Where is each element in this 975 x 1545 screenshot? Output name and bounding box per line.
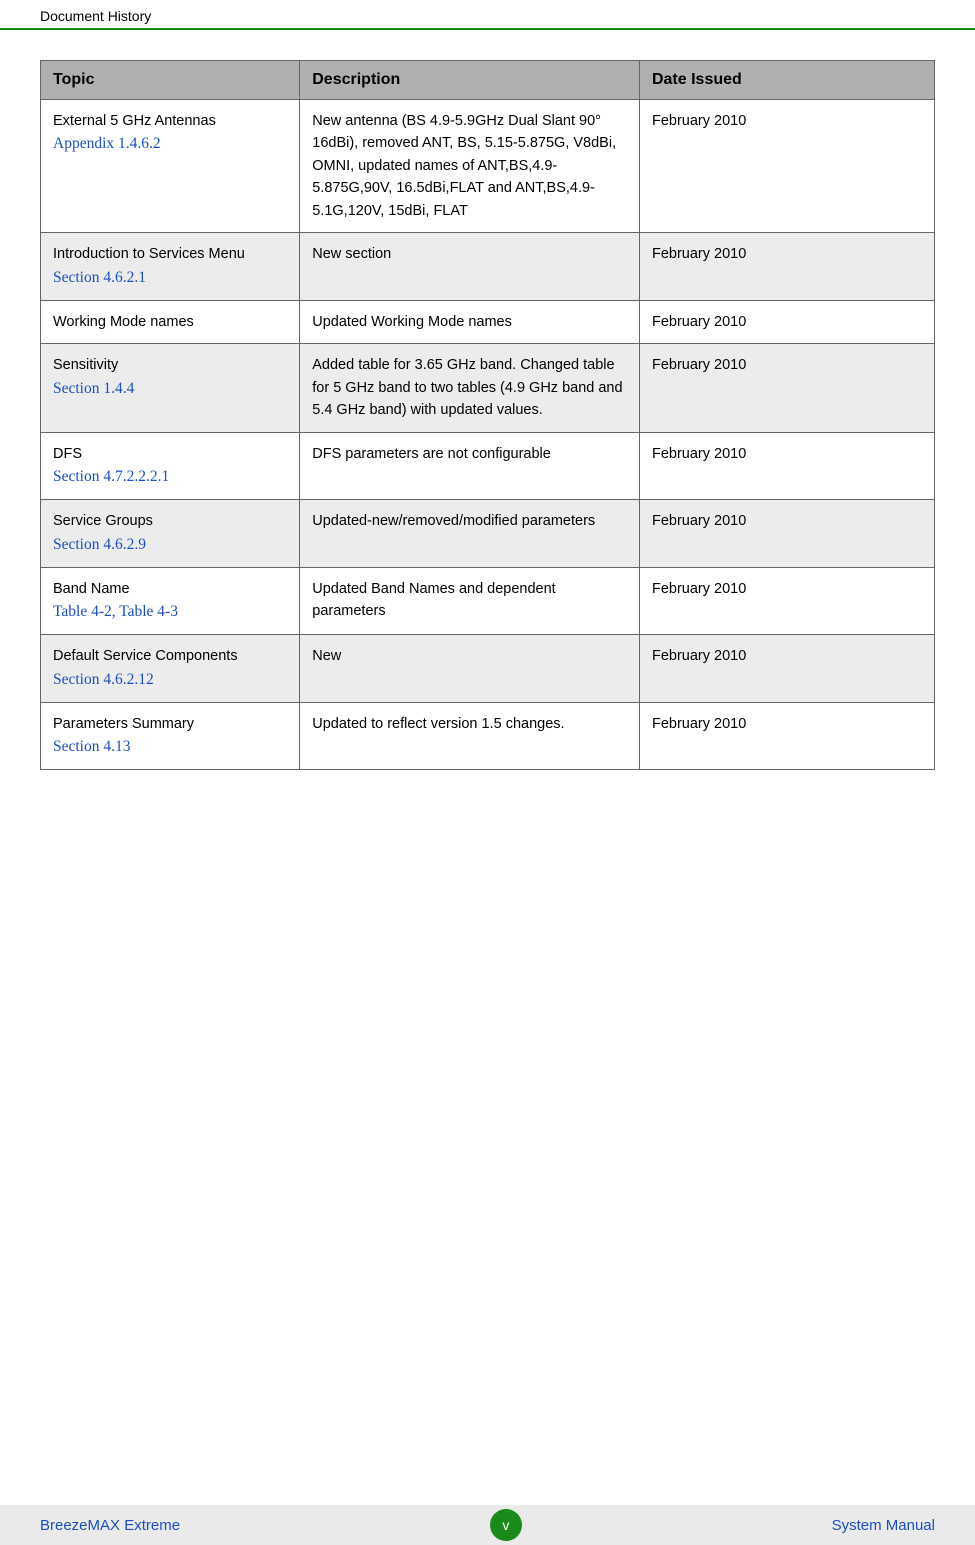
description-cell: New section bbox=[300, 233, 640, 300]
table-row: Sensitivity Section 1.4.4 Added table fo… bbox=[41, 344, 935, 432]
table-row: Service Groups Section 4.6.2.9 Updated-n… bbox=[41, 500, 935, 567]
topic-link[interactable]: Section 4.7.2.2.2.1 bbox=[53, 468, 169, 485]
footer-left[interactable]: BreezeMAX Extreme bbox=[40, 1517, 180, 1534]
col-header-topic: Topic bbox=[41, 61, 300, 100]
topic-link[interactable]: Appendix 1.4.6.2 bbox=[53, 135, 161, 152]
date-cell: February 2010 bbox=[639, 635, 934, 702]
description-cell: Updated Band Names and dependent paramet… bbox=[300, 567, 640, 634]
table-row: Default Service Components Section 4.6.2… bbox=[41, 635, 935, 702]
page-header: Document History bbox=[0, 0, 975, 30]
topic-main: Default Service Components bbox=[53, 648, 238, 664]
table-row: External 5 GHz Antennas Appendix 1.4.6.2… bbox=[41, 100, 935, 233]
date-cell: February 2010 bbox=[639, 432, 934, 499]
topic-main: Working Mode names bbox=[53, 314, 194, 330]
date-cell: February 2010 bbox=[639, 300, 934, 343]
topic-link[interactable]: Section 4.6.2.12 bbox=[53, 671, 154, 688]
description-cell: Added table for 3.65 GHz band. Changed t… bbox=[300, 344, 640, 432]
table-row: Introduction to Services Menu Section 4.… bbox=[41, 233, 935, 300]
description-cell: Updated-new/removed/modified parameters bbox=[300, 500, 640, 567]
topic-main: Parameters Summary bbox=[53, 716, 194, 732]
table-header-row: Topic Description Date Issued bbox=[41, 61, 935, 100]
date-cell: February 2010 bbox=[639, 500, 934, 567]
topic-main: External 5 GHz Antennas bbox=[53, 113, 216, 129]
date-cell: February 2010 bbox=[639, 702, 934, 769]
topic-link[interactable]: Section 4.6.2.9 bbox=[53, 536, 146, 553]
description-cell: Updated Working Mode names bbox=[300, 300, 640, 343]
topic-link[interactable]: Section 1.4.4 bbox=[53, 380, 134, 397]
table-row: Working Mode names Updated Working Mode … bbox=[41, 300, 935, 343]
description-cell: DFS parameters are not configurable bbox=[300, 432, 640, 499]
description-cell: Updated to reflect version 1.5 changes. bbox=[300, 702, 640, 769]
table-row: Band Name Table 4-2, Table 4-3 Updated B… bbox=[41, 567, 935, 634]
col-header-description: Description bbox=[300, 61, 640, 100]
date-cell: February 2010 bbox=[639, 567, 934, 634]
date-cell: February 2010 bbox=[639, 100, 934, 233]
description-cell: New antenna (BS 4.9-5.9GHz Dual Slant 90… bbox=[300, 100, 640, 233]
description-cell: New bbox=[300, 635, 640, 702]
page-number-badge: v bbox=[490, 1509, 522, 1541]
table-row: Parameters Summary Section 4.13 Updated … bbox=[41, 702, 935, 769]
topic-link[interactable]: Table 4-2, Table 4-3 bbox=[53, 603, 178, 620]
col-header-date: Date Issued bbox=[639, 61, 934, 100]
content-area: Topic Description Date Issued External 5… bbox=[0, 30, 975, 1505]
topic-main: Service Groups bbox=[53, 513, 153, 529]
table-row: DFS Section 4.7.2.2.2.1 DFS parameters a… bbox=[41, 432, 935, 499]
date-cell: February 2010 bbox=[639, 344, 934, 432]
topic-main: DFS bbox=[53, 446, 82, 462]
footer-right[interactable]: System Manual bbox=[832, 1517, 935, 1534]
page-footer: BreezeMAX Extreme v System Manual bbox=[0, 1505, 975, 1545]
page-header-title: Document History bbox=[40, 8, 151, 24]
date-cell: February 2010 bbox=[639, 233, 934, 300]
topic-link[interactable]: Section 4.6.2.1 bbox=[53, 269, 146, 286]
topic-link[interactable]: Section 4.13 bbox=[53, 738, 131, 755]
topic-main: Sensitivity bbox=[53, 357, 118, 373]
topic-main: Introduction to Services Menu bbox=[53, 246, 245, 262]
history-table: Topic Description Date Issued External 5… bbox=[40, 60, 935, 770]
table-body: External 5 GHz Antennas Appendix 1.4.6.2… bbox=[41, 100, 935, 770]
topic-main: Band Name bbox=[53, 581, 130, 597]
page-number: v bbox=[502, 1517, 509, 1533]
